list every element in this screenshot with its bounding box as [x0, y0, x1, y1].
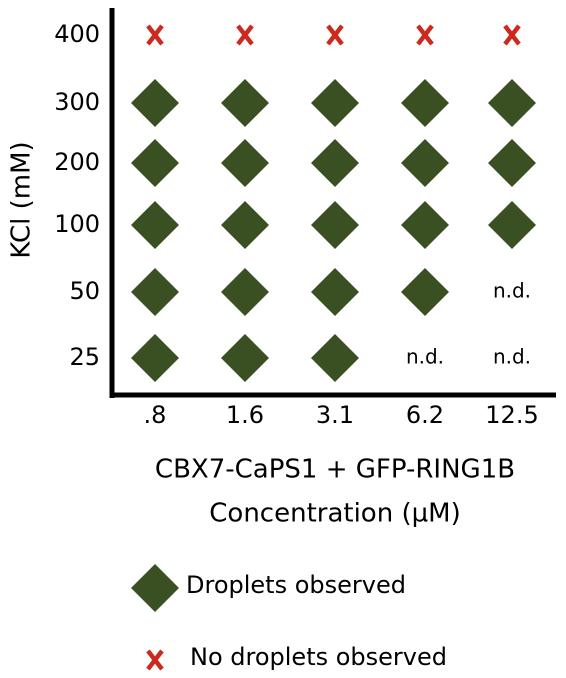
- y-tick-label: 100: [54, 210, 100, 238]
- legend-marker: [146, 649, 164, 671]
- x-tick-label: 6.2: [406, 401, 444, 429]
- x-tick-label: 1.6: [226, 401, 264, 429]
- cell-marker: [236, 24, 254, 46]
- cell-marker: [311, 334, 359, 382]
- x-axis-title: CBX7-CaPS1 + GFP-RING1B: [155, 455, 515, 485]
- legend-label: No droplets observed: [190, 643, 447, 671]
- cell-label: n.d.: [406, 345, 444, 369]
- cell-marker: [221, 79, 269, 127]
- cell-marker: [311, 79, 359, 127]
- cell-marker: [401, 268, 449, 316]
- cell-marker: [221, 268, 269, 316]
- x-tick-label: .8: [144, 401, 167, 429]
- cell-marker: [131, 79, 179, 127]
- cell-marker: [131, 268, 179, 316]
- cell-marker: [326, 24, 344, 46]
- cell-marker: [488, 201, 536, 249]
- cell-marker: [416, 24, 434, 46]
- cell-marker: [131, 201, 179, 249]
- legend-label: Droplets observed: [186, 571, 406, 599]
- cell-marker: [221, 334, 269, 382]
- cell-marker: [503, 24, 521, 46]
- x-axis-title: Concentration (µM): [209, 499, 460, 529]
- cell-marker: [311, 201, 359, 249]
- cell-marker: [131, 334, 179, 382]
- cell-marker: [488, 139, 536, 187]
- x-tick-label: 3.1: [316, 401, 354, 429]
- y-tick-label: 50: [69, 277, 100, 305]
- y-tick-label: 25: [69, 343, 100, 371]
- cell-marker: [221, 139, 269, 187]
- cell-marker: [401, 201, 449, 249]
- cell-marker: [146, 24, 164, 46]
- x-tick-label: 12.5: [485, 401, 538, 429]
- cell-label: n.d.: [493, 345, 531, 369]
- cell-marker: [221, 201, 269, 249]
- y-tick-label: 400: [54, 20, 100, 48]
- y-axis-title: KCl (mM): [7, 141, 37, 258]
- cell-marker: [401, 79, 449, 127]
- y-tick-label: 200: [54, 148, 100, 176]
- cell-marker: [488, 79, 536, 127]
- cell-marker: [311, 268, 359, 316]
- cell-marker: [401, 139, 449, 187]
- legend-marker: [131, 564, 179, 612]
- cell-label: n.d.: [493, 279, 531, 303]
- cell-marker: [311, 139, 359, 187]
- y-tick-label: 300: [54, 88, 100, 116]
- cell-marker: [131, 139, 179, 187]
